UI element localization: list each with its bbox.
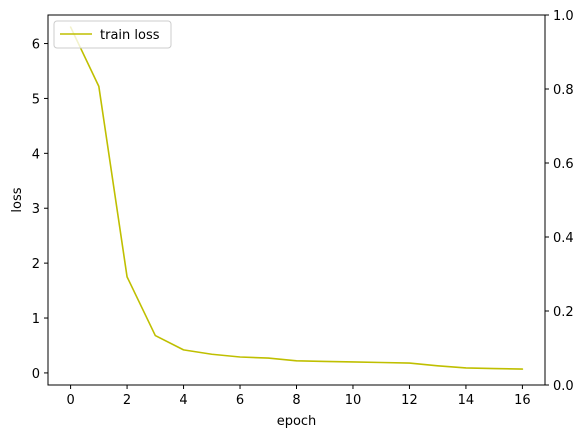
- legend: train loss: [53, 20, 172, 49]
- series-line-train-loss: [69, 26, 524, 370]
- y2-tick-label: 0.4: [553, 231, 574, 246]
- y-tick-label: 1: [32, 312, 40, 327]
- y-tick-label: 0: [32, 367, 40, 382]
- y2-tick-label: 0.2: [553, 305, 574, 320]
- y-tick-label: 6: [32, 38, 40, 53]
- y2-tick-label: 0.6: [553, 157, 574, 172]
- x-tick-label: 14: [458, 393, 475, 408]
- legend-box: [53, 20, 172, 49]
- y-tick-label: 2: [32, 257, 40, 272]
- x-tick-label: 6: [236, 393, 244, 408]
- plot-frame: [47, 14, 546, 386]
- legend-label-train-loss: train loss: [100, 28, 160, 43]
- y2-tick-label: 1.0: [553, 9, 574, 24]
- y-tick-label: 3: [32, 202, 40, 217]
- y2-tick-label: 0.0: [553, 379, 574, 394]
- x-tick-label: 2: [123, 393, 131, 408]
- y-tick-label: 4: [32, 147, 40, 162]
- y-tick-label: 5: [32, 92, 40, 107]
- x-tick-label: 8: [292, 393, 300, 408]
- x-tick-label: 10: [345, 393, 362, 408]
- x-tick-label: 0: [66, 393, 74, 408]
- y2-tick-label: 0.8: [553, 83, 574, 98]
- series-layer: [69, 26, 524, 370]
- x-tick-label: 16: [514, 393, 531, 408]
- x-tick-label: 12: [401, 393, 418, 408]
- x-tick-label: 4: [179, 393, 187, 408]
- x-axis-label: epoch: [277, 414, 317, 429]
- y-axis-label: loss: [10, 187, 25, 212]
